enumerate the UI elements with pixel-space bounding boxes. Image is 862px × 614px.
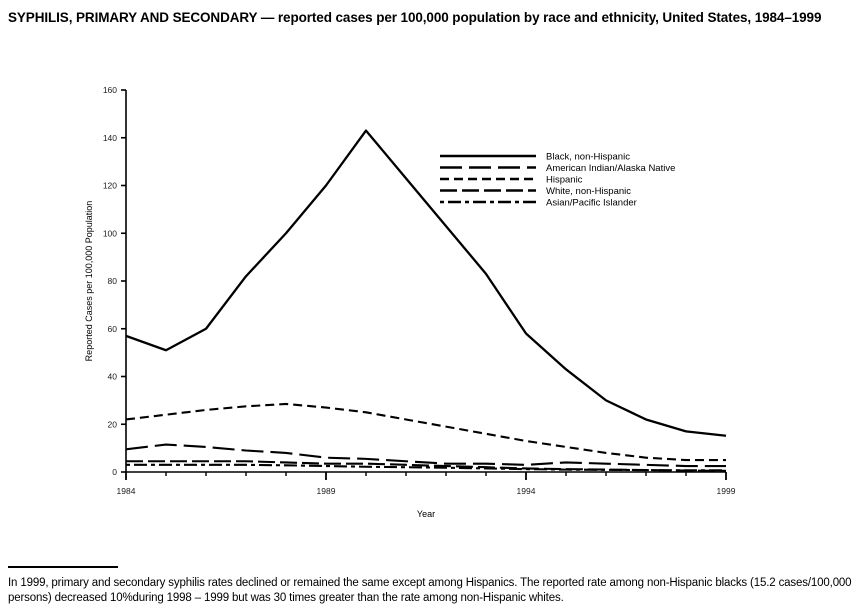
chart-series-group [125, 129, 727, 472]
y-axis-tick-labels: 0 20 40 60 80 100 120 140 160 [103, 85, 117, 477]
series-line [125, 402, 726, 462]
y-tick-label: 60 [108, 324, 118, 334]
y-tick-label: 120 [103, 181, 117, 191]
x-axis-title: Year [417, 509, 435, 519]
page-title-text: SYPHILIS, PRIMARY AND SECONDARY — report… [8, 10, 822, 25]
legend-label: American Indian/Alaska Native [546, 163, 675, 174]
y-tick-label: 80 [108, 276, 118, 286]
series-line [125, 443, 726, 468]
x-tick-label: 1994 [517, 486, 536, 496]
legend-label: White, non-Hispanic [546, 186, 631, 197]
chart-container: 0 20 40 60 80 100 120 140 160 1984 1989 1994 1999 B… [0, 60, 862, 540]
x-tick-label: 1999 [717, 486, 736, 496]
footnote-text: In 1999, primary and secondary syphilis … [8, 577, 852, 604]
x-tick-label: 1989 [317, 486, 336, 496]
series-line [125, 129, 727, 437]
line-chart: 0 20 40 60 80 100 120 140 160 1984 1989 1994 1999 B… [84, 85, 736, 519]
y-axis-ticks [121, 89, 126, 473]
footnote-block: In 1999, primary and secondary syphilis … [8, 566, 854, 606]
y-tick-label: 0 [112, 467, 117, 477]
y-axis-title: Reported Cases per 100,000 Population [84, 201, 94, 362]
y-tick-label: 160 [103, 85, 117, 95]
series-line [126, 463, 726, 472]
legend-label: Asian/Pacific Islander [546, 198, 637, 209]
legend-label: Black, non-Hispanic [546, 152, 630, 163]
y-tick-label: 40 [108, 372, 118, 382]
y-tick-label: 20 [108, 419, 118, 429]
y-tick-label: 100 [103, 228, 117, 238]
page-title: SYPHILIS, PRIMARY AND SECONDARY — report… [8, 8, 854, 27]
x-axis-ticks [125, 472, 727, 480]
y-tick-label: 140 [103, 133, 117, 143]
legend-label: Hispanic [546, 175, 583, 186]
footnote-divider [8, 566, 118, 568]
x-axis-tick-labels: 1984 1989 1994 1999 [117, 486, 736, 496]
x-tick-label: 1984 [117, 486, 136, 496]
